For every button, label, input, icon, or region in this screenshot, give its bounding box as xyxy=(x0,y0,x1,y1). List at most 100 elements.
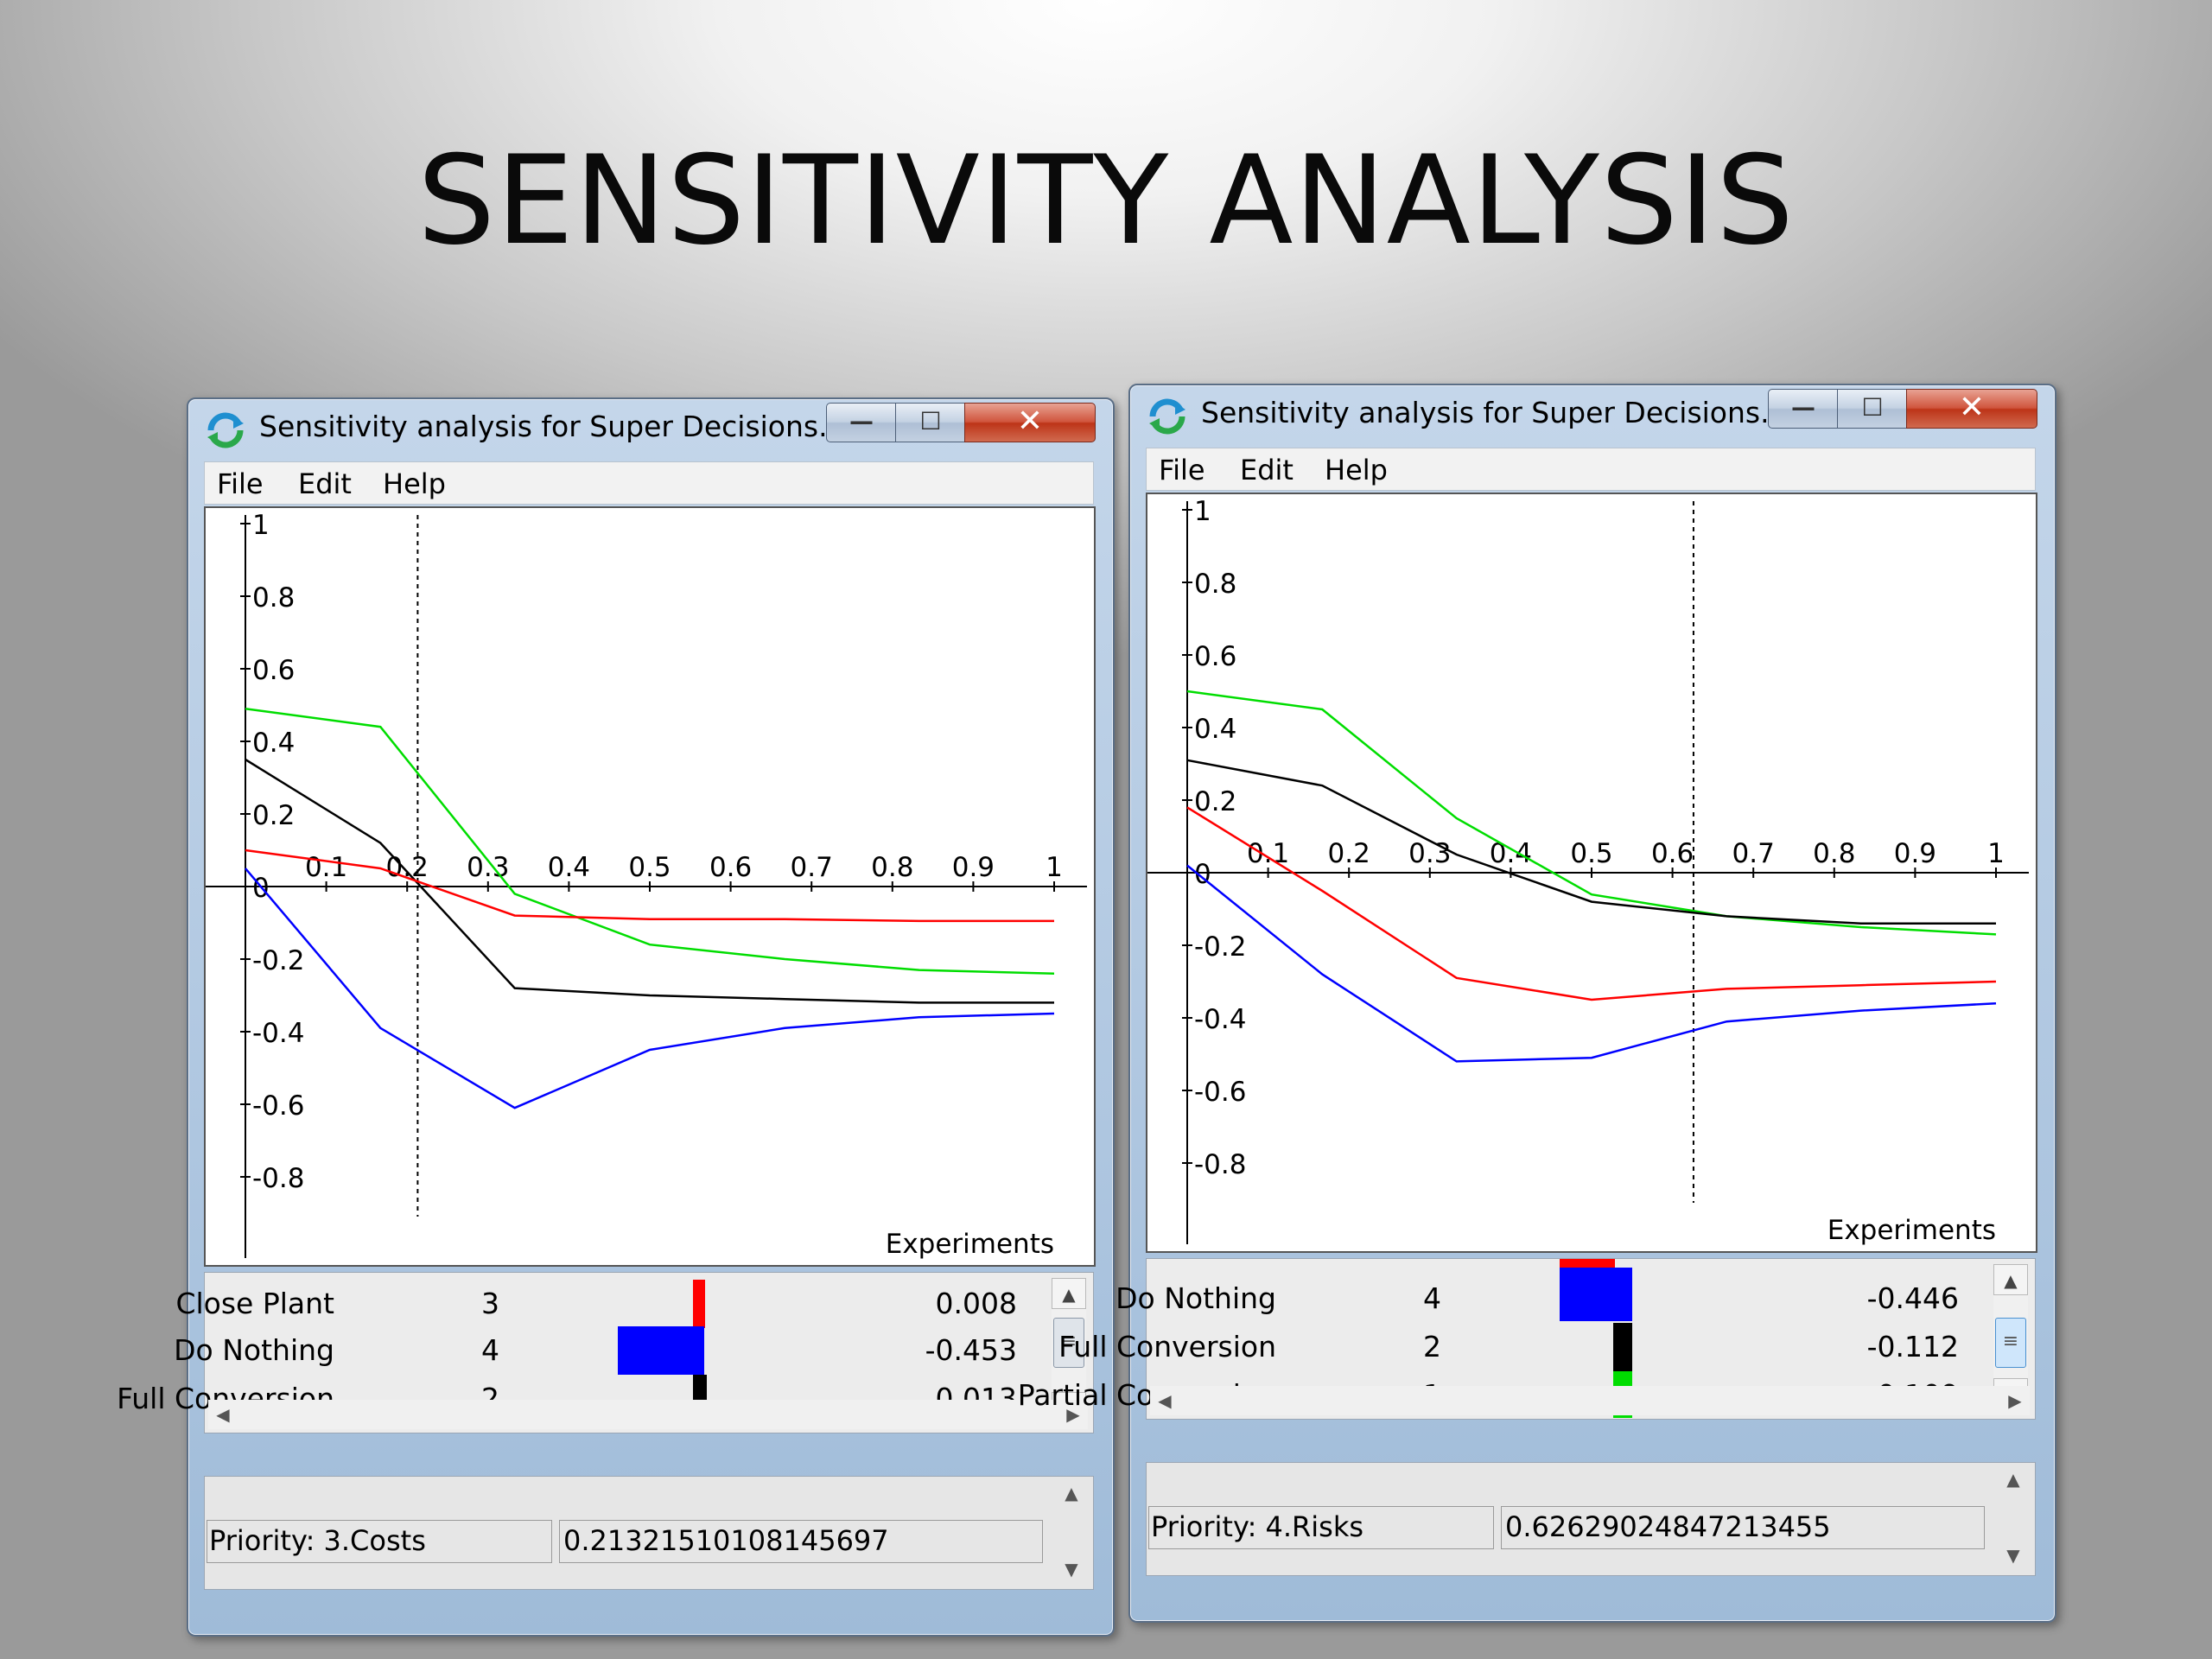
menu-bar: File Edit Help xyxy=(204,461,1094,505)
series-line xyxy=(245,868,1055,1109)
priority-panel: Priority: 4.Risks 0.62629024847213455 ▲ … xyxy=(1146,1462,2036,1576)
maximize-button[interactable]: ☐ xyxy=(895,403,966,442)
legend-horizontal-scrollbar[interactable]: ◀ ▶ xyxy=(208,1400,1088,1429)
scroll-up-icon[interactable]: ▲ xyxy=(1993,1264,2028,1295)
y-tick-label: 1 xyxy=(252,510,270,541)
window-title: Sensitivity analysis for Super Decisions… xyxy=(1201,396,1788,429)
scroll-right-icon[interactable]: ▶ xyxy=(2008,1390,2022,1411)
scroll-right-icon[interactable]: ▶ xyxy=(1066,1404,1080,1425)
sensitivity-chart[interactable]: 1 0.8 0.6 0.4 0.2 0 -0.2 -0.4 -0.6 -0.8 0.1 0.2 0.3 0… xyxy=(204,506,1096,1267)
legend-bar-blue xyxy=(618,1326,704,1375)
menu-file[interactable]: File xyxy=(217,467,264,500)
menu-help[interactable]: Help xyxy=(383,467,446,500)
x-tick-label: 0.9 xyxy=(952,852,995,883)
y-tick-label: 0.2 xyxy=(252,800,295,831)
sensitivity-window-risks[interactable]: Sensitivity analysis for Super Decisions… xyxy=(1018,384,2056,1623)
refresh-app-icon xyxy=(207,412,244,448)
y-tick-label: -0.6 xyxy=(1194,1077,1247,1108)
minimize-icon: — xyxy=(849,407,874,435)
legend-value: -0.446 xyxy=(1866,1281,1959,1315)
legend-rank: 2 xyxy=(1423,1330,1441,1363)
y-tick-label: -0.2 xyxy=(1194,931,1247,963)
legend-value: -0.453 xyxy=(925,1333,1017,1367)
scroll-left-icon[interactable]: ◀ xyxy=(1158,1390,1172,1411)
series-line xyxy=(1186,864,1997,1063)
priority-label: Priority: 4.Risks xyxy=(1148,1506,1494,1549)
legend-name: Full Conversion xyxy=(1058,1330,1276,1363)
menu-help[interactable]: Help xyxy=(1325,454,1388,486)
maximize-icon: ☐ xyxy=(1861,393,1884,422)
legend-bar-red xyxy=(693,1280,705,1328)
scroll-up-icon[interactable]: ▲ xyxy=(2006,1469,2020,1490)
legend-row-full-conversion: Full Conversion 2 -0.112 xyxy=(1058,1323,1976,1371)
x-axis-label: Experiments xyxy=(1827,1215,1996,1246)
x-tick-label: 0.2 xyxy=(1328,838,1370,869)
legend-horizontal-scrollbar[interactable]: ◀ ▶ xyxy=(1150,1386,2030,1415)
series-line xyxy=(245,707,1055,976)
legend-name: Do Nothing xyxy=(174,1333,334,1367)
maximize-icon: ☐ xyxy=(919,407,942,435)
priority-scrollbar[interactable]: ▲ ▼ xyxy=(1055,1480,1088,1584)
x-tick-label: 0.8 xyxy=(1813,838,1855,869)
x-tick-label: 0.4 xyxy=(1490,838,1532,869)
title-bar[interactable]: Sensitivity analysis for Super Decisions… xyxy=(1130,385,2055,441)
alternatives-legend: Close Plant 3 0.008 Do Nothing 4 -0.453 … xyxy=(117,1272,1094,1433)
legend-bar-blue xyxy=(1560,1268,1632,1321)
x-tick-label: 1 xyxy=(1987,838,2005,869)
y-tick-label: -0.2 xyxy=(252,945,305,976)
y-tick-label: 0.6 xyxy=(1194,641,1236,672)
scroll-up-icon[interactable]: ▲ xyxy=(1052,1278,1086,1309)
legend-row-do-nothing: Do Nothing 4 -0.453 xyxy=(174,1326,1034,1375)
x-tick-label: 0.3 xyxy=(1408,838,1451,869)
y-tick-label: 0.4 xyxy=(252,728,295,759)
title-bar[interactable]: Sensitivity analysis for Super Decisions… xyxy=(188,399,1113,454)
sensitivity-window-costs[interactable]: Sensitivity analysis for Super Decisions… xyxy=(117,397,1115,1637)
close-icon: ✕ xyxy=(1016,404,1044,439)
menu-file[interactable]: File xyxy=(1159,454,1205,486)
y-tick-label: 0.8 xyxy=(1194,569,1236,600)
menu-bar: File Edit Help xyxy=(1146,448,2036,491)
legend-rank: 4 xyxy=(1423,1281,1441,1315)
scroll-left-icon[interactable]: ◀ xyxy=(216,1404,230,1425)
series-line xyxy=(1186,759,1996,925)
x-tick-label: 0.6 xyxy=(1651,838,1694,869)
minimize-button[interactable]: — xyxy=(826,403,897,442)
y-tick-label: 0.6 xyxy=(252,655,295,686)
scroll-down-icon[interactable]: ▼ xyxy=(1065,1559,1078,1580)
x-tick-label: 0.1 xyxy=(1247,838,1289,869)
series-line xyxy=(1186,806,1997,1001)
scroll-down-icon[interactable]: ▼ xyxy=(2006,1545,2020,1566)
priority-scrollbar[interactable]: ▲ ▼ xyxy=(1997,1466,2030,1570)
scroll-up-icon[interactable]: ▲ xyxy=(1065,1483,1078,1503)
priority-value-field[interactable]: 0.62629024847213455 xyxy=(1501,1506,1985,1549)
x-axis-label: Experiments xyxy=(886,1229,1054,1260)
x-tick-label: 1 xyxy=(1046,852,1063,883)
maximize-button[interactable]: ☐ xyxy=(1837,389,1908,429)
scroll-thumb[interactable]: ≡ xyxy=(1053,1318,1084,1368)
sensitivity-chart[interactable]: 1 0.8 0.6 0.4 0.2 0 -0.2 -0.4 -0.6 -0.8 0.1 0.2 0.3 0… xyxy=(1146,493,2037,1253)
priority-value-field[interactable]: 0.21321510108145697 xyxy=(559,1520,1043,1563)
menu-edit[interactable]: Edit xyxy=(1240,454,1294,486)
priority-label: Priority: 3.Costs xyxy=(207,1520,552,1563)
legend-rank: 4 xyxy=(481,1333,499,1367)
x-tick-label: 0.4 xyxy=(548,852,590,883)
y-tick-label: -0.4 xyxy=(252,1018,305,1049)
legend-bar-black xyxy=(1613,1323,1632,1371)
scroll-thumb[interactable]: ≡ xyxy=(1995,1318,2026,1368)
y-tick-label: -0.4 xyxy=(1194,1004,1247,1035)
y-tick-label: 0.8 xyxy=(252,582,295,613)
chart-svg: 10.80.60.40.20-0.2-0.4-0.6-0.80.1 0.2 0.3 0… xyxy=(206,510,1087,1260)
chart-svg: 10.80.60.40.20-0.2-0.4-0.6-0.80.1 0.2 0.3 0… xyxy=(1147,496,2029,1246)
x-tick-label: 0.7 xyxy=(791,852,833,883)
window-title: Sensitivity analysis for Super Decisions… xyxy=(259,410,846,443)
priority-panel: Priority: 3.Costs 0.21321510108145697 ▲ … xyxy=(204,1476,1094,1590)
close-button[interactable]: ✕ xyxy=(1906,389,2037,429)
menu-edit[interactable]: Edit xyxy=(298,467,352,500)
close-button[interactable]: ✕ xyxy=(964,403,1096,442)
legend-name: Close Plant xyxy=(175,1287,334,1320)
minimize-button[interactable]: — xyxy=(1768,389,1839,429)
legend-value: -0.112 xyxy=(1866,1330,1959,1363)
refresh-app-icon xyxy=(1149,398,1185,435)
minimize-icon: — xyxy=(1791,393,1815,422)
y-tick-label: -0.8 xyxy=(1194,1149,1247,1180)
